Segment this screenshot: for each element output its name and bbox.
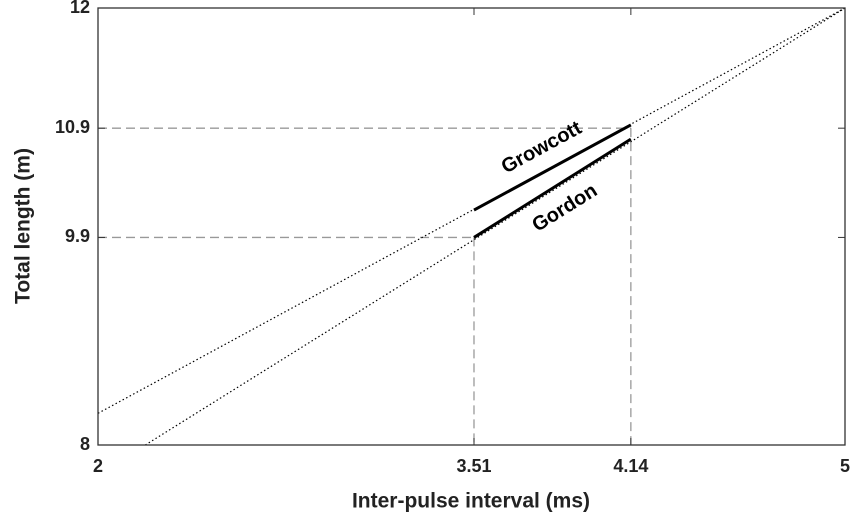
trend-line xyxy=(97,7,846,414)
x-tick-label: 5 xyxy=(840,456,850,476)
y-tick-label: 10.9 xyxy=(55,117,90,137)
y-tick-label: 9.9 xyxy=(65,226,90,246)
series-label: Growcott xyxy=(498,117,586,178)
x-axis-label: Inter-pulse interval (ms) xyxy=(352,490,590,513)
y-axis-label: Total length (m) xyxy=(12,148,35,304)
x-tick-label: 2 xyxy=(93,456,103,476)
trend-line xyxy=(144,7,846,446)
series-line xyxy=(473,123,632,212)
series-line xyxy=(473,137,632,239)
x-tick-label: 4.14 xyxy=(613,456,648,476)
series-label: Gordon xyxy=(528,179,601,236)
y-tick-label: 8 xyxy=(80,434,90,454)
x-tick-label: 3.51 xyxy=(456,456,491,476)
y-tick-label: 12 xyxy=(70,0,90,17)
plot-frame xyxy=(97,7,846,446)
